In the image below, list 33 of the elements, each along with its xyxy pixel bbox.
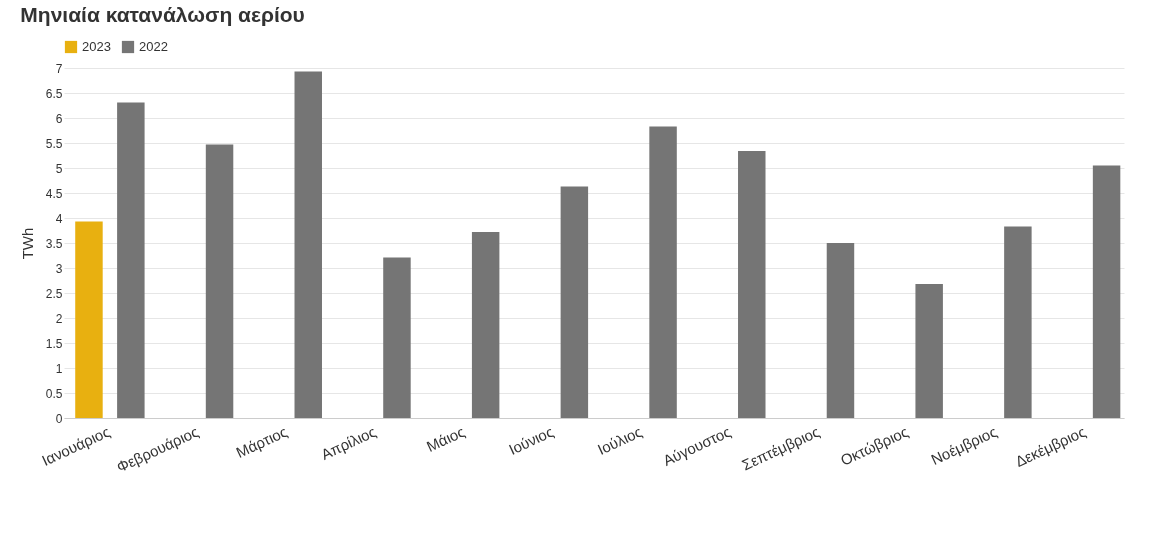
x-tick-label: Μάιος: [423, 422, 468, 456]
bar: [738, 151, 766, 418]
bar: [1092, 165, 1121, 418]
y-tick-label: 3.5: [45, 236, 63, 251]
bar: [205, 144, 234, 418]
y-axis-title: TWh: [18, 227, 36, 260]
y-tick-label: 4: [55, 211, 63, 226]
bar: [1004, 226, 1032, 418]
bar: [560, 186, 589, 418]
y-tick-label: 7: [55, 61, 63, 76]
bar: [117, 102, 145, 418]
y-tick-label: 1.5: [45, 336, 63, 351]
chart-title: Μηνιαία κατανάλωση αερίου: [20, 3, 305, 26]
bar: [649, 126, 677, 418]
y-tick-label: 3: [55, 261, 63, 276]
bar: [294, 71, 322, 418]
y-tick-label: 0.5: [45, 386, 63, 401]
legend-label: 2023: [82, 39, 111, 54]
y-tick-label: 6: [55, 111, 63, 126]
y-tick-label: 5: [55, 161, 63, 176]
y-tick-label: 0: [55, 411, 63, 426]
y-tick-label: 1: [55, 361, 63, 376]
y-tick-label: 2: [55, 311, 63, 326]
bar: [915, 284, 943, 418]
legend-label: 2022: [139, 39, 168, 54]
bar: [75, 221, 103, 418]
bar: [826, 243, 855, 418]
bar: [471, 232, 500, 418]
y-tick-label: 6.5: [45, 86, 63, 101]
bar: [383, 257, 411, 418]
y-tick-label: 4.5: [45, 186, 63, 201]
y-tick-label: 2.5: [45, 286, 63, 301]
y-tick-label: 5.5: [45, 136, 63, 151]
